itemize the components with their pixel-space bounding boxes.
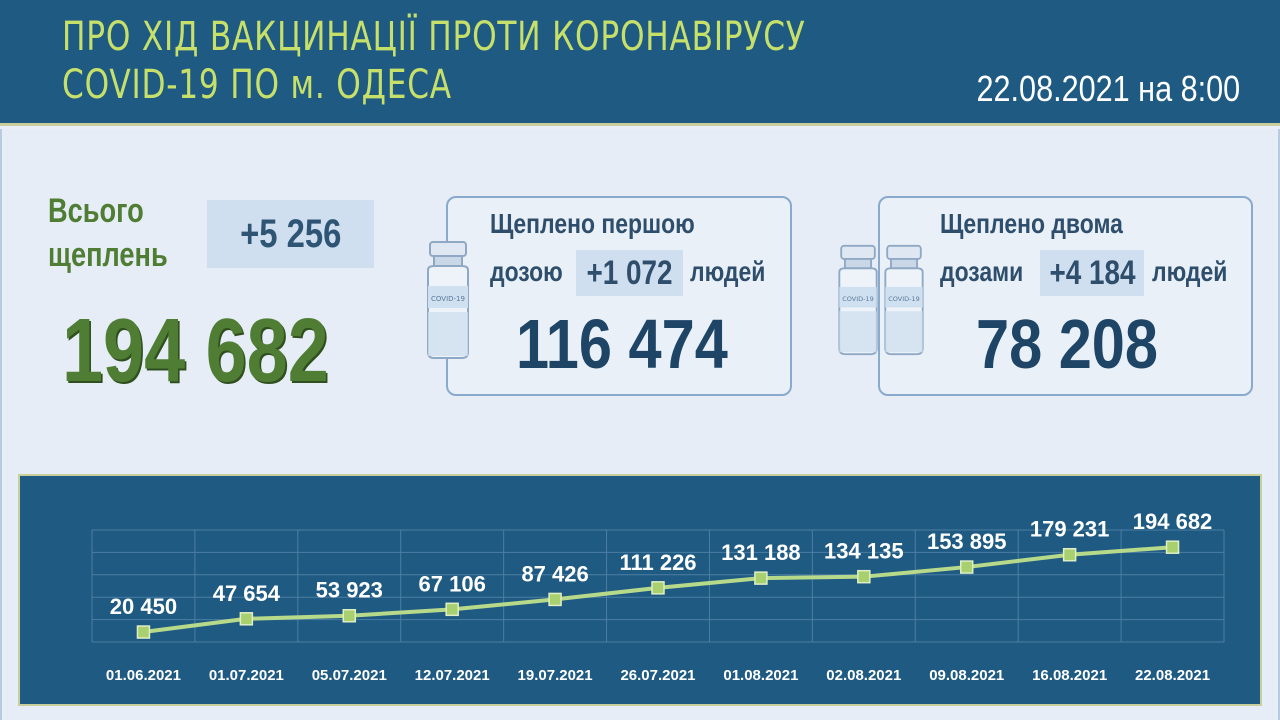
second-dose-prefix: дозами (940, 256, 1024, 287)
data-label: 47 654 (213, 581, 281, 606)
data-label: 111 226 (619, 550, 696, 575)
data-point (1062, 547, 1077, 562)
total-label-line-2: щеплень (48, 236, 168, 274)
vial-label: COVID-19 (431, 295, 465, 303)
second-dose-delta-badge: +4 184 (1040, 250, 1144, 296)
title-line-2: COVID-19 ПО м. ОДЕСА (62, 62, 452, 108)
x-tick-label: 16.08.2021 (1032, 667, 1107, 684)
x-tick-label: 22.08.2021 (1135, 667, 1210, 684)
x-tick-label: 05.07.2021 (312, 667, 387, 684)
data-label: 153 895 (927, 529, 1007, 554)
data-point (651, 581, 665, 595)
second-dose-value: 78 208 (976, 305, 1158, 383)
data-label: 20 450 (110, 594, 177, 619)
data-label: 67 106 (419, 571, 486, 596)
x-tick-label: 26.07.2021 (620, 667, 695, 684)
data-point (857, 569, 871, 584)
total-delta-badge: +5 256 (207, 200, 374, 268)
first-dose-card (446, 196, 792, 396)
x-tick-label: 12.07.2021 (415, 667, 490, 684)
x-tick-label: 09.08.2021 (929, 667, 1004, 684)
data-point (445, 602, 459, 617)
report-date: 22.08.2021 на 8:00 (976, 68, 1240, 109)
data-point (342, 608, 357, 623)
vaccination-line-chart: 20 450 01.06.2021 47 654 01.07.2021 53 923 05… (91, 509, 1225, 684)
data-point (136, 625, 151, 639)
x-tick-label: 02.08.2021 (826, 667, 901, 684)
chart-panel: 20 450 01.06.2021 47 654 01.07.2021 53 923 05… (18, 474, 1262, 706)
second-dose-title: Щеплено двома (940, 208, 1123, 239)
x-tick-label: 01.08.2021 (723, 667, 798, 684)
second-dose-card (878, 196, 1253, 396)
first-dose-value: 116 474 (516, 305, 728, 383)
vial-label: COVID-19 (888, 295, 920, 303)
second-dose-suffix: людей (1152, 256, 1228, 287)
first-dose-delta-value: +1 072 (586, 253, 673, 292)
data-label: 134 135 (824, 539, 904, 564)
data-label: 179 231 (1030, 517, 1110, 542)
data-label: 87 426 (521, 561, 588, 586)
first-dose-suffix: людей (690, 256, 766, 287)
data-label: 53 923 (316, 578, 383, 603)
data-label: 131 188 (721, 540, 801, 565)
total-value: 194 682 (62, 301, 329, 401)
second-dose-delta-value: +4 184 (1048, 253, 1136, 292)
data-point (548, 592, 562, 607)
x-tick-label: 01.06.2021 (106, 667, 181, 684)
vaccine-vial-icon: COVID-19 (838, 244, 878, 356)
first-dose-delta-badge: +1 072 (576, 250, 683, 296)
x-tick-label: 01.07.2021 (209, 667, 284, 684)
first-dose-prefix: дозою (490, 256, 563, 287)
data-point (754, 571, 768, 585)
data-label: 194 682 (1133, 509, 1213, 534)
total-label-line-1: Всього (48, 192, 144, 230)
vaccine-vial-icon: COVID-19 (427, 241, 469, 359)
vial-label: COVID-19 (842, 295, 874, 303)
total-delta-value: +5 256 (239, 211, 342, 256)
data-point (239, 612, 254, 626)
header: ПРО ХІД ВАКЦИНАЦІЇ ПРОТИ КОРОНАВІРУСУ CO… (0, 0, 1280, 126)
vaccine-vial-icon: COVID-19 (884, 244, 924, 356)
x-tick-label: 19.07.2021 (518, 667, 593, 684)
title-line-1: ПРО ХІД ВАКЦИНАЦІЇ ПРОТИ КОРОНАВІРУСУ (62, 14, 806, 60)
first-dose-title: Щеплено першою (490, 208, 695, 239)
data-point (959, 560, 974, 574)
data-point (1165, 540, 1180, 554)
